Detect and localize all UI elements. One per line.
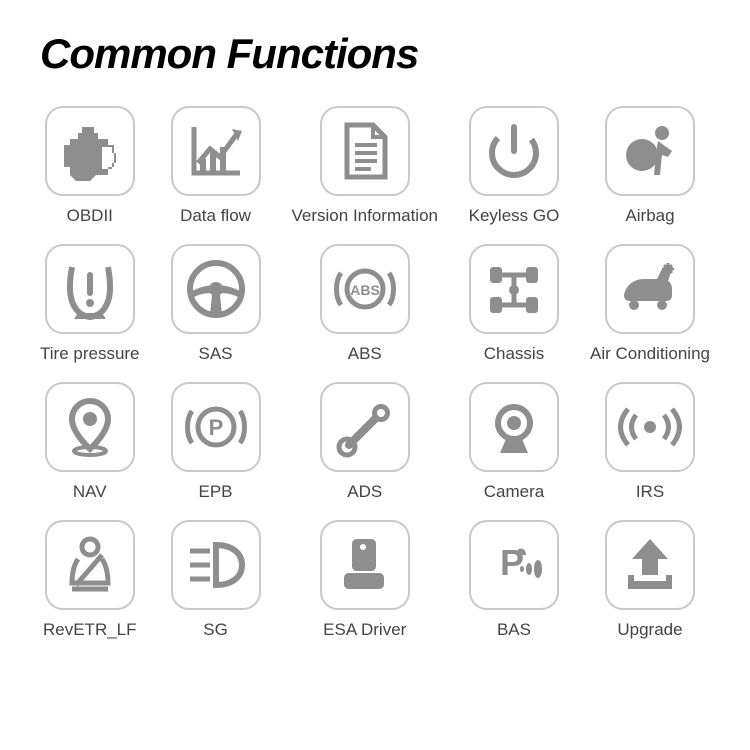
function-label: Airbag [625,206,674,226]
function-pin[interactable]: NAV [40,382,140,502]
epb-tile[interactable] [171,382,261,472]
function-label: IRS [636,482,664,502]
headlight-tile[interactable] [171,520,261,610]
pin-tile[interactable] [45,382,135,472]
steering-tile[interactable] [171,244,261,334]
radio-tile[interactable] [605,382,695,472]
epb-icon [184,395,248,459]
function-label: Air Conditioning [590,344,710,364]
function-seat[interactable]: ESA Driver [292,520,438,640]
engine-tile[interactable] [45,106,135,196]
chart-icon [184,119,248,183]
function-seatbelt[interactable]: RevETR_LF [40,520,140,640]
function-label: OBDII [67,206,113,226]
function-headlight[interactable]: SG [168,520,264,640]
function-engine[interactable]: OBDII [40,106,140,226]
park-icon [482,533,546,597]
pin-icon [58,395,122,459]
power-icon [482,119,546,183]
function-label: EPB [199,482,233,502]
seat-icon [333,533,397,597]
function-chassis[interactable]: Chassis [466,244,562,364]
function-airbag[interactable]: Airbag [590,106,710,226]
function-abs[interactable]: ABS [292,244,438,364]
tpms-tile[interactable] [45,244,135,334]
function-label: Data flow [180,206,251,226]
function-label: Camera [484,482,544,502]
chassis-icon [482,257,546,321]
function-label: Tire pressure [40,344,140,364]
document-tile[interactable] [320,106,410,196]
function-label: NAV [73,482,107,502]
function-document[interactable]: Version Information [292,106,438,226]
function-camera[interactable]: Camera [466,382,562,502]
document-icon [333,119,397,183]
abs-icon [333,257,397,321]
ac-tile[interactable] [605,244,695,334]
function-damper[interactable]: ADS [292,382,438,502]
upload-tile[interactable] [605,520,695,610]
damper-tile[interactable] [320,382,410,472]
tpms-icon [58,257,122,321]
steering-icon [184,257,248,321]
function-label: ESA Driver [323,620,406,640]
function-label: SG [203,620,228,640]
radio-icon [618,395,682,459]
seatbelt-tile[interactable] [45,520,135,610]
function-label: RevETR_LF [43,620,137,640]
function-upload[interactable]: Upgrade [590,520,710,640]
abs-tile[interactable] [320,244,410,334]
engine-icon [58,119,122,183]
upload-icon [618,533,682,597]
function-label: ABS [348,344,382,364]
function-steering[interactable]: SAS [168,244,264,364]
function-power[interactable]: Keyless GO [466,106,562,226]
power-tile[interactable] [469,106,559,196]
function-radio[interactable]: IRS [590,382,710,502]
function-tpms[interactable]: Tire pressure [40,244,140,364]
park-tile[interactable] [469,520,559,610]
ac-icon [618,257,682,321]
seatbelt-icon [58,533,122,597]
damper-icon [333,395,397,459]
function-label: Chassis [484,344,544,364]
function-label: Upgrade [617,620,682,640]
camera-tile[interactable] [469,382,559,472]
functions-grid: OBDII Data flow Version Information Keyless… [40,106,710,640]
camera-icon [482,395,546,459]
function-epb[interactable]: EPB [168,382,264,502]
page-title: Common Functions [40,30,710,78]
headlight-icon [184,533,248,597]
function-label: BAS [497,620,531,640]
function-label: SAS [199,344,233,364]
function-label: ADS [347,482,382,502]
function-ac[interactable]: Air Conditioning [590,244,710,364]
function-chart[interactable]: Data flow [168,106,264,226]
seat-tile[interactable] [320,520,410,610]
function-label: Keyless GO [469,206,560,226]
function-park[interactable]: BAS [466,520,562,640]
function-label: Version Information [292,206,438,226]
airbag-tile[interactable] [605,106,695,196]
airbag-icon [618,119,682,183]
chassis-tile[interactable] [469,244,559,334]
chart-tile[interactable] [171,106,261,196]
